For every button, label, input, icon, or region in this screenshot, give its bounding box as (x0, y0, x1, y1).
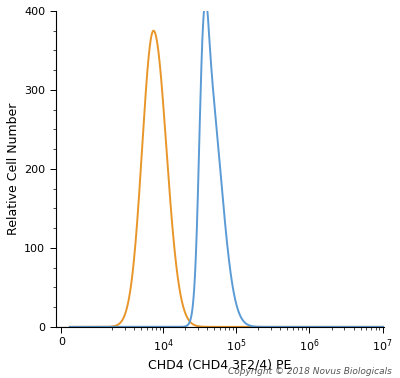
X-axis label: CHD4 (CHD4 3F2/4) PE: CHD4 (CHD4 3F2/4) PE (148, 358, 292, 371)
Y-axis label: Relative Cell Number: Relative Cell Number (7, 103, 20, 235)
Text: Copyright © 2018 Novus Biologicals: Copyright © 2018 Novus Biologicals (228, 367, 392, 376)
